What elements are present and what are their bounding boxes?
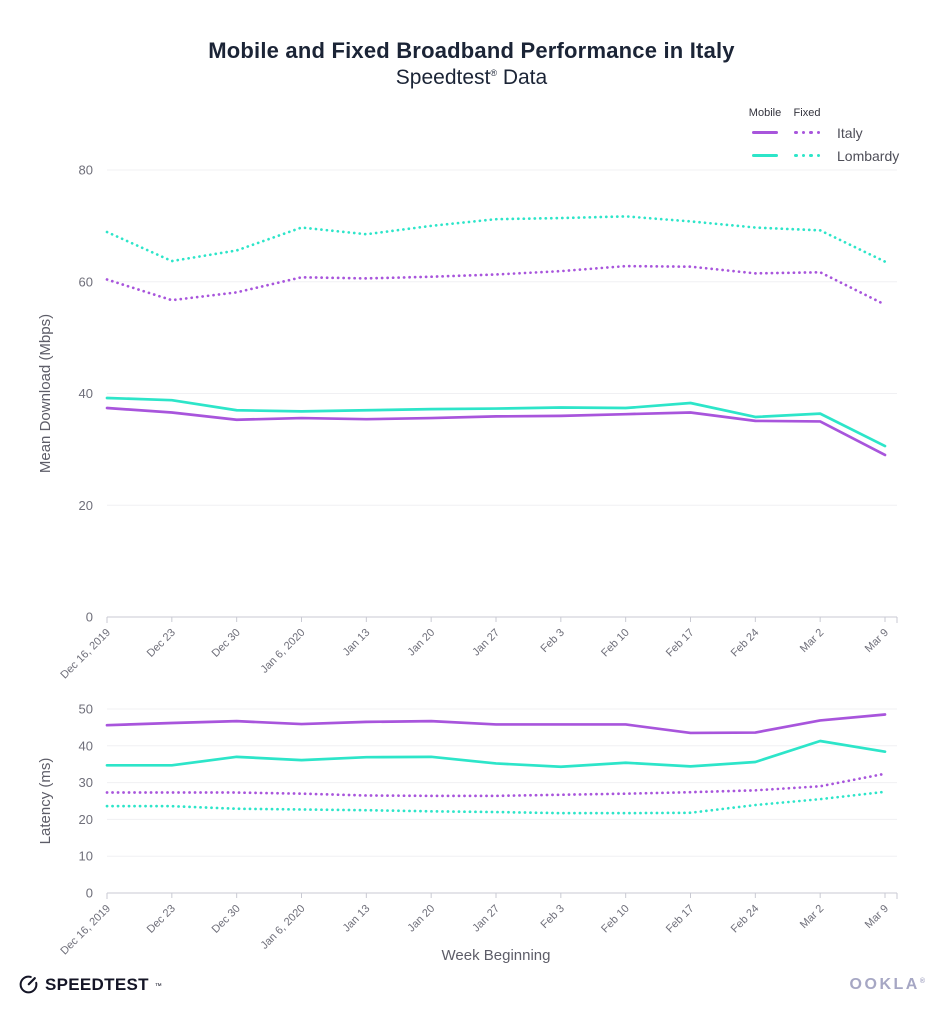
download-chart: 0 20 40 60 80 Dec 16, 2019 Dec 23 Dec 30 Jan 6, … [37,163,898,682]
svg-text:Latency (ms): Latency (ms) [37,758,54,845]
svg-text:40: 40 [79,738,93,753]
svg-text:30: 30 [79,775,93,790]
svg-text:Jan 27: Jan 27 [470,627,502,659]
svg-text:0: 0 [86,610,93,625]
svg-text:Jan 20: Jan 20 [405,903,437,935]
svg-text:Feb 24: Feb 24 [729,903,762,936]
svg-text:50: 50 [79,702,93,717]
svg-text:Mar 2: Mar 2 [798,627,826,655]
svg-text:Jan 27: Jan 27 [470,903,502,935]
speedtest-wordmark: SPEEDTEST [45,974,149,994]
speedtest-logo: SPEEDTEST ™ [18,974,162,995]
svg-text:0: 0 [86,886,93,901]
legend-lombardy-fixed-swatch [794,153,820,158]
legend-label-italy: Italy [837,124,863,141]
svg-text:Dec 23: Dec 23 [145,627,178,660]
svg-text:Dec 16, 2019: Dec 16, 2019 [58,627,113,682]
registered-mark: ® [490,68,497,78]
speedtest-gauge-icon [19,975,38,994]
footer: SPEEDTEST ™ OOKLA® [0,974,943,995]
svg-text:Dec 23: Dec 23 [145,903,178,936]
svg-text:Dec 30: Dec 30 [210,903,243,936]
x-axis-title: Week Beginning [441,947,551,964]
svg-text:Mar 9: Mar 9 [863,627,891,655]
svg-text:Mar 9: Mar 9 [863,903,891,931]
svg-text:20: 20 [79,812,93,827]
svg-text:Feb 17: Feb 17 [664,627,697,660]
ookla-logo: OOKLA® [850,976,925,994]
svg-text:80: 80 [79,163,93,178]
svg-text:Jan 6, 2020: Jan 6, 2020 [258,903,307,952]
svg-text:Feb 24: Feb 24 [729,627,762,660]
legend-italy-mobile-swatch [752,131,778,134]
subtitle-brand: Speedtest [395,66,491,89]
svg-text:Dec 30: Dec 30 [210,627,243,660]
legend-lombardy-mobile-swatch [752,154,778,157]
legend-label-lombardy: Lombardy [837,147,900,164]
svg-text:Feb 10: Feb 10 [599,627,632,660]
ookla-registered-mark: ® [919,977,925,985]
svg-text:Mar 2: Mar 2 [798,903,826,931]
subtitle-rest: Data [497,66,548,89]
svg-text:Jan 20: Jan 20 [405,627,437,659]
legend-col-mobile: Mobile [748,107,782,119]
svg-text:20: 20 [79,498,93,513]
svg-text:Feb 3: Feb 3 [539,627,567,655]
svg-text:60: 60 [79,274,93,289]
svg-text:40: 40 [79,386,93,401]
svg-text:10: 10 [79,849,93,864]
page-subtitle: Speedtest® Data [0,66,943,90]
svg-text:Feb 3: Feb 3 [539,903,567,931]
page-title: Mobile and Fixed Broadband Performance i… [208,38,735,63]
legend-italy-fixed-swatch [794,130,820,135]
trademark-mark: ™ [154,983,162,990]
legend: Mobile Fixed Italy Lombardy [745,104,899,167]
svg-text:Feb 17: Feb 17 [664,903,697,936]
ookla-wordmark: OOKLA [849,975,920,993]
legend-col-fixed: Fixed [793,107,821,119]
svg-text:Jan 13: Jan 13 [341,903,373,935]
svg-text:Jan 6, 2020: Jan 6, 2020 [258,627,307,676]
svg-text:Jan 13: Jan 13 [341,627,373,659]
svg-text:Mean Download (Mbps): Mean Download (Mbps) [37,314,54,473]
svg-text:Feb 10: Feb 10 [599,903,632,936]
